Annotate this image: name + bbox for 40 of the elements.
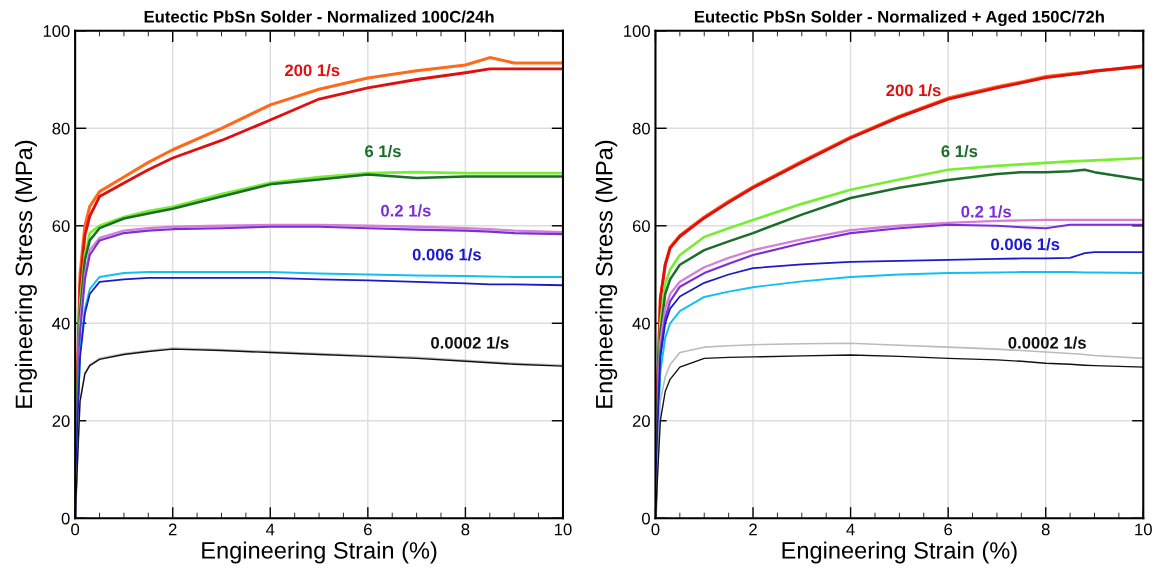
y-tick-label: 100 [43, 25, 70, 37]
series-label: 0.006 1/s [412, 248, 481, 261]
series-label: 200 1/s [886, 83, 941, 97]
x-tick-label: 6 [364, 523, 372, 536]
x-tick-label: 4 [846, 523, 855, 536]
series-label: 0.2 1/s [381, 204, 431, 217]
y-tick-label: 0 [61, 512, 70, 525]
y-tick-label: 40 [632, 317, 650, 330]
x-axis-title: Engineering Strain (%) [782, 541, 1017, 564]
x-tick-label: 8 [461, 523, 470, 536]
x-tick-label: 4 [266, 523, 275, 536]
y-tick-label: 20 [632, 415, 650, 427]
y-tick-label: 80 [632, 122, 650, 135]
x-tick-label: 0 [651, 523, 660, 536]
y-tick-label: 80 [52, 122, 70, 135]
x-tick-label: 6 [944, 523, 953, 536]
x-tick-label: 2 [749, 523, 757, 536]
y-tick-label: 100 [624, 25, 650, 37]
series-label: 0.0002 1/s [431, 336, 509, 349]
series-label: 200 1/s [285, 63, 340, 77]
series-label: 0.2 1/s [961, 205, 1012, 218]
x-tick-label: 0 [71, 523, 80, 536]
x-tick-label: 8 [1041, 523, 1050, 536]
series-label: 0.0002 1/s [1008, 336, 1086, 349]
y-tick-label: 60 [632, 220, 650, 232]
y-axis-title: Engineering Stress (MPa) [14, 140, 37, 408]
y-tick-label: 60 [52, 220, 70, 232]
y-tick-label: 40 [52, 317, 70, 330]
series-label: 6 1/s [365, 144, 401, 158]
y-tick-label: 20 [52, 415, 70, 427]
x-axis-title: Engineering Strain (%) [202, 541, 437, 564]
x-tick-label: 10 [554, 523, 572, 536]
series-label: 0.006 1/s [991, 237, 1060, 251]
y-tick-label: 0 [641, 512, 650, 525]
chart-title: Eutectic PbSn Solder - Normalized 100C/24h [144, 10, 494, 23]
y-axis-title: Engineering Stress (MPa) [595, 140, 618, 408]
series-label: 6 1/s [941, 144, 978, 158]
x-tick-label: 2 [168, 523, 177, 536]
x-tick-label: 10 [1135, 523, 1152, 536]
chart-title: Eutectic PbSn Solder - Normalized + Aged 150C/72h [694, 10, 1104, 26]
